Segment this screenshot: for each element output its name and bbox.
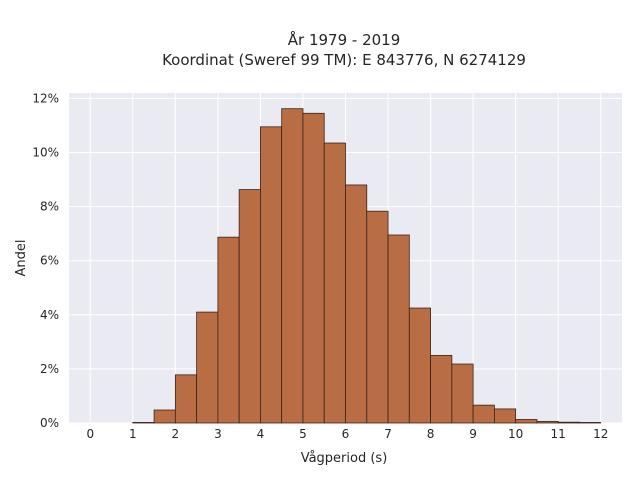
histogram-bar bbox=[238, 189, 261, 424]
histogram-bar bbox=[153, 409, 176, 424]
histogram-bars bbox=[132, 108, 602, 424]
y-tick-label: 10% bbox=[32, 146, 59, 160]
x-tick-label: 9 bbox=[469, 427, 477, 441]
y-axis-label: Andel bbox=[14, 240, 29, 277]
histogram-bar bbox=[217, 236, 240, 424]
x-tick-label: 6 bbox=[342, 427, 350, 441]
histogram-bar bbox=[579, 422, 602, 424]
histogram-bar bbox=[387, 234, 410, 424]
histogram-bar bbox=[515, 419, 538, 424]
y-tick-label: 0% bbox=[40, 416, 59, 430]
histogram-bar bbox=[430, 354, 453, 424]
x-tick-label: 8 bbox=[427, 427, 435, 441]
histogram-bar bbox=[174, 374, 198, 424]
histogram-bar bbox=[196, 311, 219, 424]
x-tick-label: 1 bbox=[129, 427, 137, 441]
chart-subtitle: Koordinat (Sweref 99 TM): E 843776, N 62… bbox=[162, 51, 526, 69]
x-tick-label: 3 bbox=[214, 427, 222, 441]
histogram-bar bbox=[472, 404, 495, 424]
x-axis-ticks: 0 1 2 3 4 5 6 7 8 9 10 11 12 bbox=[86, 427, 608, 441]
histogram-bar bbox=[536, 420, 559, 424]
x-tick-label: 2 bbox=[172, 427, 180, 441]
histogram-bar bbox=[323, 142, 346, 424]
histogram-bar bbox=[302, 112, 325, 424]
x-tick-label: 0 bbox=[86, 427, 94, 441]
x-axis-label: Vågperiod (s) bbox=[301, 451, 388, 466]
x-tick-label: 12 bbox=[593, 427, 608, 441]
y-axis-ticks: 0% 2% 4% 6% 8% 10% 12% bbox=[32, 91, 59, 430]
histogram-bar bbox=[408, 307, 431, 424]
y-tick-label: 4% bbox=[40, 308, 59, 322]
x-tick-label: 7 bbox=[384, 427, 392, 441]
histogram-bar bbox=[366, 210, 389, 424]
histogram-bar bbox=[132, 422, 155, 424]
y-tick-label: 2% bbox=[40, 362, 59, 376]
x-tick-label: 10 bbox=[508, 427, 523, 441]
histogram-bar bbox=[345, 184, 368, 424]
chart-title: År 1979 - 2019 bbox=[288, 30, 401, 49]
histogram-bar bbox=[281, 108, 304, 424]
x-tick-label: 11 bbox=[551, 427, 566, 441]
y-tick-label: 12% bbox=[32, 91, 59, 105]
histogram-bar bbox=[557, 421, 580, 424]
y-tick-label: 6% bbox=[40, 254, 59, 268]
histogram-bar bbox=[493, 408, 517, 424]
x-tick-label: 4 bbox=[257, 427, 265, 441]
x-tick-label: 5 bbox=[299, 427, 307, 441]
y-tick-label: 8% bbox=[40, 200, 59, 214]
histogram-bar bbox=[451, 363, 474, 424]
histogram-bar bbox=[260, 126, 283, 424]
